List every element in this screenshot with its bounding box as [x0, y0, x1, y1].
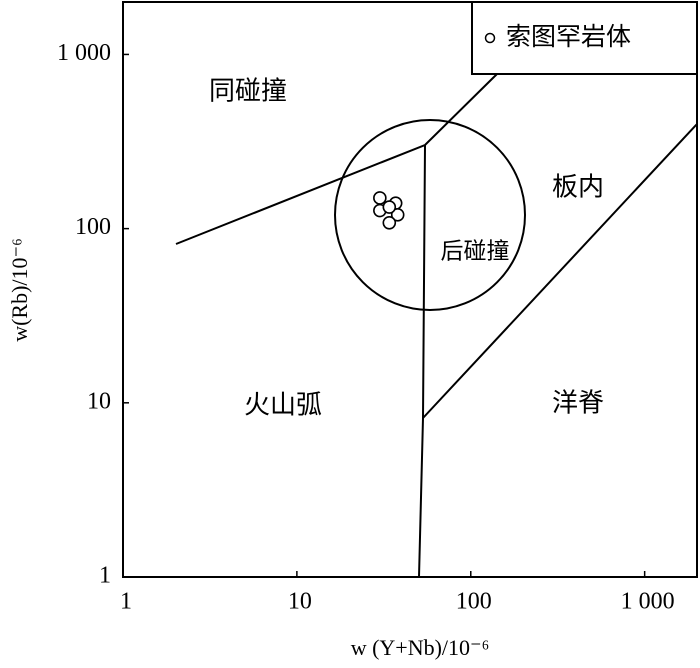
- y-tick-label: 100: [75, 214, 111, 240]
- data-point: [390, 208, 405, 222]
- legend-label: 索图罕岩体: [506, 22, 631, 51]
- legend: [471, 1, 698, 75]
- y-tick-label: 10: [87, 388, 111, 414]
- plot-frame: [122, 1, 698, 578]
- field-label: 同碰撞: [209, 77, 287, 107]
- y-axis-title: w(Rb)/10⁻⁶: [7, 238, 32, 342]
- boundary-line: [422, 123, 698, 419]
- boundary-line: [418, 144, 426, 578]
- field-label: 板内: [552, 173, 604, 203]
- data-point: [382, 216, 397, 230]
- data-point: [373, 191, 387, 205]
- x-axis-title: w (Y+Nb)/10⁻⁶: [351, 635, 490, 660]
- data-point: [382, 200, 397, 214]
- field-label: 火山弧: [244, 391, 322, 421]
- x-tick-label: 10: [288, 589, 312, 615]
- y-tick-label: 1 000: [57, 40, 111, 66]
- legend-marker: [484, 32, 496, 44]
- post-collision-field: [334, 119, 526, 311]
- field-label: 洋脊: [552, 389, 604, 419]
- x-tick-label: 1 000: [621, 589, 675, 615]
- field-boundaries: [175, 73, 698, 578]
- y-tick-label: 1: [99, 563, 111, 589]
- x-tick-label: 100: [456, 589, 492, 615]
- x-tick-label: 1: [120, 589, 132, 615]
- field-label: 后碰撞: [441, 239, 510, 265]
